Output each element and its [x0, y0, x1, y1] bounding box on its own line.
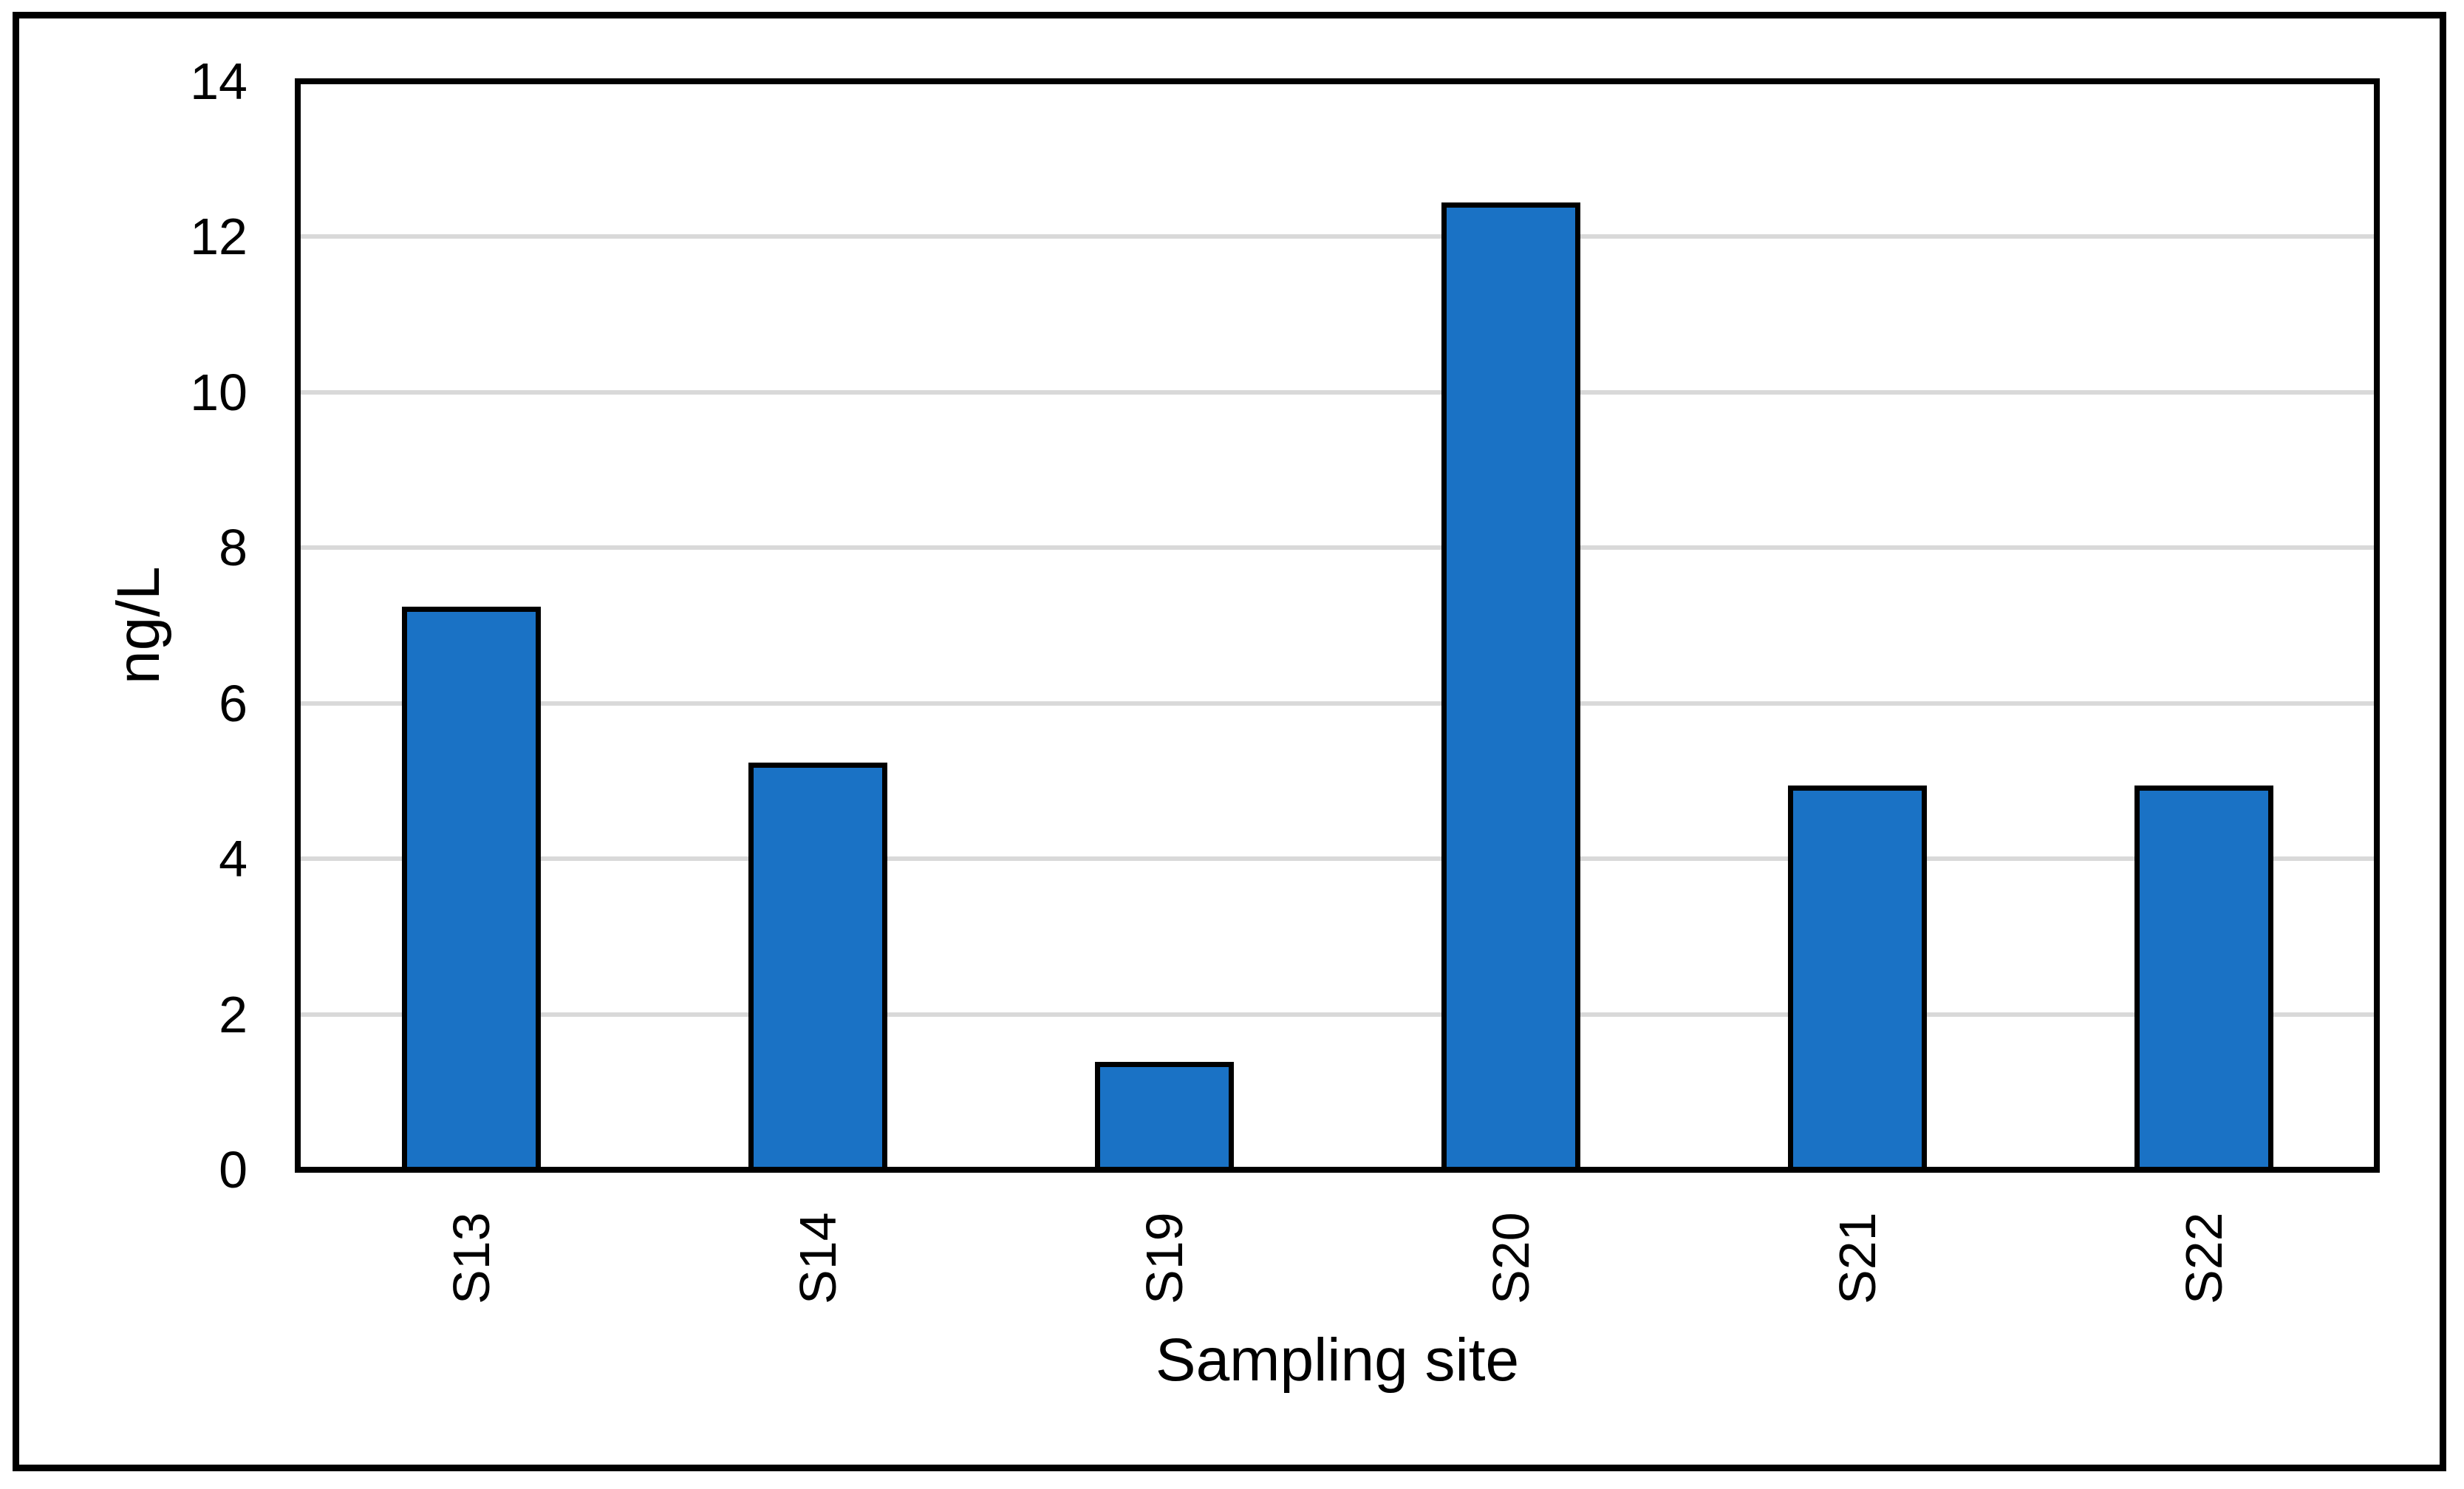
y-tick-label-4: 4	[219, 830, 248, 888]
x-category-label-s22: S22	[2174, 1212, 2233, 1304]
y-tick-label-8: 8	[219, 519, 248, 577]
x-category-label-s20: S20	[1481, 1212, 1540, 1304]
plot-border-top	[295, 78, 2380, 84]
x-category-label-s13: S13	[442, 1212, 500, 1304]
x-category-label-s19: S19	[1135, 1212, 1193, 1304]
y-tick-label-14: 14	[190, 52, 248, 110]
gridline-y12	[298, 234, 2377, 239]
x-axis-title: Sampling site	[1155, 1326, 1520, 1394]
bar-s13	[401, 607, 541, 1173]
bar-s14	[748, 762, 887, 1173]
y-tick-label-0: 0	[219, 1141, 248, 1199]
y-axis-title: ng/L	[105, 566, 172, 684]
y-tick-label-6: 6	[219, 674, 248, 732]
y-axis-line	[295, 78, 301, 1173]
x-category-label-s14: S14	[788, 1212, 847, 1304]
gridline-y6	[298, 701, 2377, 706]
plot-border-right	[2374, 78, 2380, 1173]
y-tick-label-2: 2	[219, 985, 248, 1043]
gridline-y8	[298, 545, 2377, 551]
y-tick-label-12: 12	[190, 208, 248, 266]
bar-s20	[1441, 202, 1580, 1173]
bar-s19	[1094, 1061, 1234, 1173]
gridline-y2	[298, 1012, 2377, 1017]
gridline-y10	[298, 389, 2377, 395]
figure-border	[13, 12, 2446, 1471]
y-tick-label-10: 10	[190, 363, 248, 421]
gridline-y4	[298, 856, 2377, 862]
x-category-label-s21: S21	[1828, 1212, 1886, 1304]
x-axis-line	[295, 1167, 2380, 1173]
